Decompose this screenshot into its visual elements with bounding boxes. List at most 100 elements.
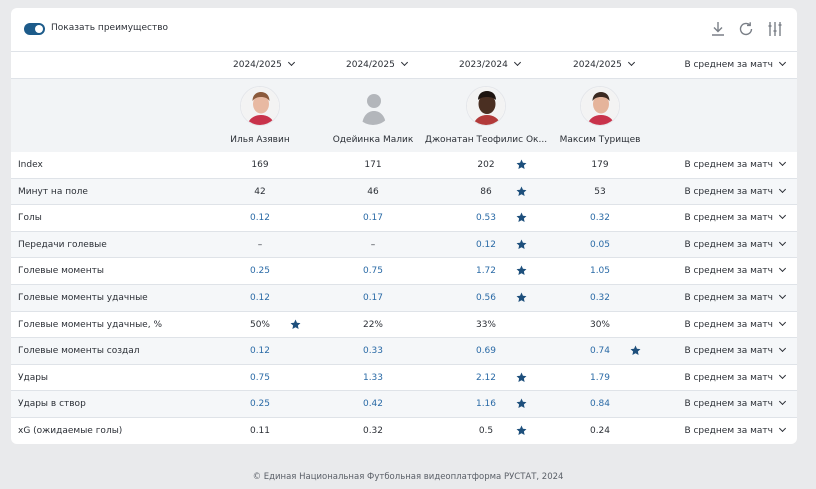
metric-value[interactable]: 0.69 bbox=[475, 346, 497, 357]
player-column-2[interactable]: Одейинка Малик bbox=[308, 86, 438, 145]
metric-value: 0.32 bbox=[362, 425, 384, 436]
chevron-down-icon bbox=[513, 58, 521, 67]
metric-value: 46 bbox=[367, 186, 379, 197]
metric-value[interactable]: 0.75 bbox=[362, 266, 384, 277]
star-icon bbox=[516, 425, 527, 435]
star-icon bbox=[516, 398, 527, 409]
player-column-4[interactable]: Максим Турищев bbox=[535, 86, 665, 145]
table-row: Минут на поле 42 46 86 53 В среднем за матч bbox=[11, 178, 797, 206]
aggregate-select[interactable]: В среднем за матч bbox=[684, 238, 787, 250]
metric-value: 0.11 bbox=[249, 425, 271, 436]
chevron-down-icon bbox=[627, 58, 635, 67]
advantage-toggle-label: Показать преимущество bbox=[51, 23, 169, 33]
season-select-3[interactable]: 2023/2024 bbox=[459, 58, 521, 70]
stats-table: Index 169 171 202 179 В среднем за матч Минут … bbox=[11, 152, 797, 444]
metric-value: 22% bbox=[362, 319, 383, 330]
aggregate-select[interactable]: В среднем за матч bbox=[684, 158, 787, 170]
metric-value: 33% bbox=[475, 319, 496, 330]
metric-value: – bbox=[257, 239, 263, 250]
star-icon bbox=[290, 319, 301, 329]
metric-value: 42 bbox=[254, 186, 266, 197]
metric-value[interactable]: 0.42 bbox=[362, 399, 384, 410]
aggregate-select[interactable]: В среднем за матч bbox=[684, 212, 787, 223]
star-icon bbox=[516, 239, 527, 249]
metric-value[interactable]: 0.84 bbox=[589, 399, 611, 410]
avatar bbox=[466, 86, 506, 126]
aggregate-select[interactable]: В среднем за матч bbox=[684, 424, 787, 436]
table-row: xG (ожидаемые голы) 0.11 0.32 0.5 0.24 В сред… bbox=[11, 418, 797, 444]
avatar bbox=[580, 86, 620, 126]
metric-value[interactable]: 0.12 bbox=[249, 292, 271, 303]
metric-value: 53 bbox=[594, 186, 606, 197]
aggregate-select[interactable]: В среднем за матч bbox=[684, 398, 787, 409]
table-row: Голевые моменты удачные, % 50% 22% 33% 30% В … bbox=[11, 312, 797, 339]
metric-value[interactable]: 0.12 bbox=[249, 213, 271, 224]
metric-value: 86 bbox=[480, 186, 492, 197]
toolbar: Показать преимущество bbox=[11, 8, 797, 52]
comparison-card: Показать преимущество 2024/2025 2024/202… bbox=[11, 8, 797, 444]
chevron-down-icon bbox=[287, 58, 295, 67]
advantage-toggle[interactable] bbox=[24, 23, 45, 35]
chevron-down-icon bbox=[778, 318, 787, 326]
metric-value[interactable]: 0.53 bbox=[475, 213, 497, 224]
metric-value[interactable]: 0.33 bbox=[362, 346, 384, 357]
metric-value[interactable]: 0.32 bbox=[589, 213, 611, 224]
refresh-icon[interactable] bbox=[737, 20, 755, 38]
metric-label: Передачи голевые bbox=[18, 239, 107, 250]
aggregate-select[interactable]: В среднем за матч bbox=[684, 318, 787, 330]
metric-value[interactable]: 2.12 bbox=[475, 372, 497, 383]
chevron-down-icon bbox=[778, 291, 787, 300]
star-icon bbox=[516, 186, 527, 196]
aggregate-select[interactable]: В среднем за матч bbox=[684, 345, 787, 356]
metric-value[interactable]: 0.25 bbox=[249, 399, 271, 410]
star-icon bbox=[630, 345, 641, 356]
metric-label: Удары bbox=[18, 372, 49, 383]
table-row: Удары в створ 0.25 0.42 1.16 0.84 В среднем з… bbox=[11, 391, 797, 418]
metric-label: xG (ожидаемые голы) bbox=[18, 425, 123, 436]
metric-value[interactable]: 0.12 bbox=[475, 239, 497, 250]
metric-value[interactable]: 1.16 bbox=[475, 399, 497, 410]
metric-value[interactable]: 1.05 bbox=[589, 266, 611, 277]
aggregate-select[interactable]: В среднем за матч bbox=[684, 185, 787, 197]
metric-value[interactable]: 0.75 bbox=[249, 372, 271, 383]
metric-label: Голы bbox=[18, 213, 42, 224]
metric-value[interactable]: 0.25 bbox=[249, 266, 271, 277]
metric-value[interactable]: 1.72 bbox=[475, 266, 497, 277]
table-row: Index 169 171 202 179 В среднем за матч bbox=[11, 152, 797, 179]
chevron-down-icon bbox=[778, 265, 787, 273]
sliders-icon[interactable] bbox=[766, 20, 784, 38]
season-select-4[interactable]: 2024/2025 bbox=[573, 58, 635, 70]
metric-value[interactable]: 0.56 bbox=[475, 292, 497, 303]
metric-value: – bbox=[370, 239, 376, 250]
player-column-3[interactable]: Джонатан Теофилис Ок... bbox=[421, 86, 551, 145]
season-select-2[interactable]: 2024/2025 bbox=[346, 58, 408, 70]
table-row: Голевые моменты создал 0.12 0.33 0.69 0.74 В … bbox=[11, 338, 797, 365]
aggregate-select[interactable]: В среднем за матч bbox=[684, 371, 787, 383]
metric-label: Голевые моменты удачные bbox=[18, 292, 148, 303]
download-icon[interactable] bbox=[709, 20, 727, 38]
metric-value[interactable]: 1.33 bbox=[362, 372, 384, 383]
aggregate-select[interactable]: В среднем за матч bbox=[684, 265, 787, 276]
chevron-down-icon bbox=[778, 185, 787, 193]
season-select-1[interactable]: 2024/2025 bbox=[233, 58, 295, 70]
metric-value: 169 bbox=[251, 160, 269, 170]
metric-value[interactable]: 0.17 bbox=[362, 292, 384, 303]
metric-label: Минут на поле bbox=[18, 186, 88, 197]
chevron-down-icon bbox=[778, 345, 787, 353]
table-row: Удары 0.75 1.33 2.12 1.79 В среднем за матч bbox=[11, 365, 797, 392]
aggregate-select[interactable]: В среднем за матч bbox=[684, 291, 787, 303]
metric-value[interactable]: 0.12 bbox=[249, 346, 271, 357]
metric-value[interactable]: 1.79 bbox=[589, 372, 611, 383]
metric-value: 0.5 bbox=[478, 425, 494, 436]
star-icon bbox=[516, 212, 527, 223]
metric-value[interactable]: 0.05 bbox=[589, 239, 611, 250]
aggregate-select-header[interactable]: В среднем за матч bbox=[684, 58, 787, 70]
player-name: Илья Азявин bbox=[230, 135, 290, 145]
chevron-down-icon bbox=[778, 371, 787, 379]
metric-value[interactable]: 0.32 bbox=[589, 292, 611, 303]
star-icon bbox=[516, 292, 527, 302]
metric-value[interactable]: 0.17 bbox=[362, 213, 384, 224]
metric-value[interactable]: 0.74 bbox=[589, 346, 611, 357]
table-row: Голы 0.12 0.17 0.53 0.32 В среднем за матч bbox=[11, 205, 797, 232]
player-column-1[interactable]: Илья Азявин bbox=[195, 86, 325, 145]
